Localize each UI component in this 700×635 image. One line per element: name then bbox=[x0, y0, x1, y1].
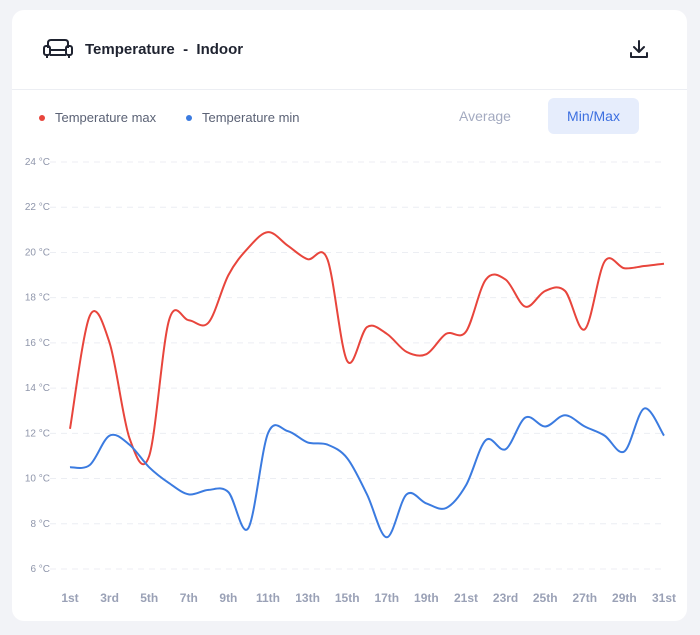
toggle-average-button[interactable]: Average bbox=[459, 108, 511, 124]
card-title: Temperature - Indoor bbox=[85, 41, 244, 58]
legend-dot-max bbox=[39, 114, 45, 121]
legend-dot-min bbox=[186, 114, 192, 121]
legend-label-max: Temperature max bbox=[55, 110, 157, 125]
legend-item-max: Temperature max bbox=[39, 110, 156, 125]
download-icon[interactable] bbox=[629, 39, 649, 59]
legend-item-min: Temperature min bbox=[186, 110, 300, 125]
legend-label-min: Temperature min bbox=[202, 110, 300, 125]
card-header: Temperature - Indoor bbox=[12, 10, 687, 90]
toggle-minmax-button[interactable]: Min/Max bbox=[548, 98, 639, 134]
sofa-icon bbox=[43, 39, 73, 58]
